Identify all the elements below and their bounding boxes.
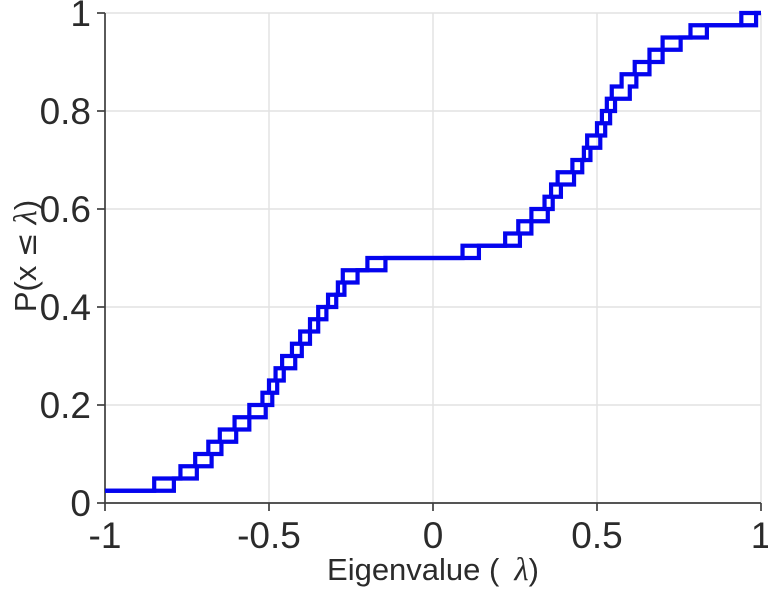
y-tick-label: 0 — [70, 483, 91, 524]
y-axis-label: P(x ≤ λ) — [8, 94, 54, 418]
lambda-symbol: λ — [8, 210, 44, 233]
y-tick-label: 0.8 — [40, 91, 91, 132]
ecdf-curve-2 — [105, 10, 761, 493]
x-axis-label-close: ) — [528, 552, 539, 587]
y-tick-label: 0.6 — [40, 189, 91, 230]
x-tick-label: -1 — [89, 515, 122, 556]
x-tick-label: 1 — [751, 515, 768, 556]
leq-symbol: ≤ — [9, 232, 43, 258]
y-tick-label: 0.2 — [40, 385, 91, 426]
y-axis-label-text: P(x — [8, 257, 43, 313]
x-tick-label: 0 — [423, 515, 444, 556]
x-axis-label: Eigenvalue ( λ) — [105, 554, 761, 587]
lambda-symbol: λ — [514, 552, 529, 588]
x-tick-label: 0.5 — [571, 515, 622, 556]
x-axis-label-text: Eigenvalue ( — [327, 552, 500, 587]
y-tick-label: 0.4 — [40, 287, 91, 328]
x-tick-label: -0.5 — [237, 515, 301, 556]
y-tick-label: 1 — [70, 0, 91, 34]
y-axis-label-close: ) — [8, 199, 43, 211]
